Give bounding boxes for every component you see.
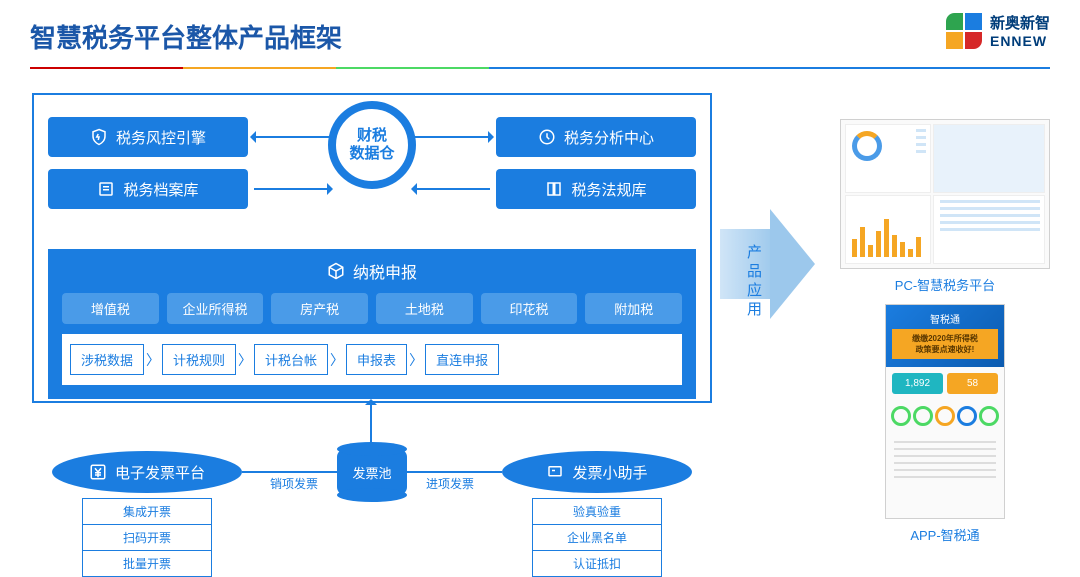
e-invoice-platform-node: 电子发票平台 [52,451,242,493]
page-title: 智慧税务平台整体产品框架 [30,18,1050,55]
invoice-assistant-node: 发票小助手 [502,451,692,493]
declare-section: 纳税申报 增值税 企业所得税 房产税 土地税 印花税 附加税 涉税数据 〉 计税… [48,249,696,399]
module-archive: 税务档案库 [48,169,248,209]
tax-chip: 印花税 [481,293,578,324]
logo-en: ENNEW [990,33,1050,49]
big-arrow-icon [720,209,820,319]
flow-step: 计税台帐 [254,344,328,375]
stat-card: 1,892 [892,373,943,394]
flow-step: 涉税数据 [70,344,144,375]
connector-arrow-icon [370,403,372,443]
tax-types-row: 增值税 企业所得税 房产税 土地税 印花税 附加税 [62,293,682,324]
workflow-row: 涉税数据 〉 计税规则 〉 计税台帐 〉 申报表 〉 直连申报 [62,334,682,385]
chevron-icon: 〉 [238,350,252,370]
stat-card: 58 [947,373,998,394]
list-item: 企业黑名单 [532,524,662,551]
analytics-icon [538,128,556,146]
yen-icon [89,463,107,481]
arrow-icon [254,188,329,190]
right-feature-list: 验真验重 企业黑名单 认证抵扣 [532,499,662,577]
flow-step: 直连申报 [425,344,499,375]
brand-logo: 新奥新智 ENNEW [946,12,1050,49]
donut-icon [852,131,882,161]
invoice-area: 发票池 销项发票 进项发票 电子发票平台 发票小助手 集成开票 扫码开票 批量开… [32,439,712,569]
bar-chart-thumb [852,217,921,257]
pc-screenshot [840,119,1050,269]
architecture-main-frame: 财税数据仓 税务风控引擎 税务分析中心 税务档案库 税务法规库 [32,93,712,403]
chevron-icon: 〉 [146,350,160,370]
arrow-icon [254,136,329,138]
list-item: 认证抵扣 [532,550,662,577]
chevron-icon: 〉 [409,350,423,370]
tax-chip: 房产税 [271,293,368,324]
tax-chip: 企业所得税 [167,293,264,324]
archive-icon [97,180,115,198]
left-feature-list: 集成开票 扫码开票 批量开票 [82,499,212,577]
shield-icon [90,128,108,146]
list-item: 批量开票 [82,550,212,577]
big-arrow-label: 产品应用 [743,244,764,320]
app-caption: APP-智税通 [840,525,1050,544]
connector-line [242,471,337,473]
module-risk-engine: 税务风控引擎 [48,117,248,157]
arrow-icon [415,188,490,190]
flow-step: 申报表 [346,344,407,375]
flow-step: 计税规则 [162,344,236,375]
rings-row [886,400,1004,432]
chevron-icon: 〉 [330,350,344,370]
data-hub-node: 财税数据仓 [328,101,416,189]
book-icon [545,180,563,198]
module-regulations: 税务法规库 [496,169,696,209]
arrow-icon [415,136,490,138]
tax-chip: 土地税 [376,293,473,324]
list-item: 集成开票 [82,498,212,525]
invoice-pool-db: 发票池 [337,449,407,495]
connector-line [407,471,502,473]
label-sales-invoice: 销项发票 [270,475,318,492]
list-item: 扫码开票 [82,524,212,551]
logo-cn: 新奥新智 [990,12,1050,33]
pc-caption: PC-智慧税务平台 [840,275,1050,294]
app-screenshot: 智税通 缴缴2020年所得税 政策要点速收好! 1,892 58 [885,304,1005,519]
receipt-icon [546,463,564,481]
list-item: 验真验重 [532,498,662,525]
module-analysis-center: 税务分析中心 [496,117,696,157]
tax-chip: 增值税 [62,293,159,324]
tax-chip: 附加税 [585,293,682,324]
map-thumbnail [933,124,1045,193]
label-purchase-invoice: 进项发票 [426,475,474,492]
product-column: PC-智慧税务平台 智税通 缴缴2020年所得税 政策要点速收好! 1,892 … [840,119,1050,544]
logo-mark-icon [946,13,982,49]
cube-icon [327,262,345,280]
